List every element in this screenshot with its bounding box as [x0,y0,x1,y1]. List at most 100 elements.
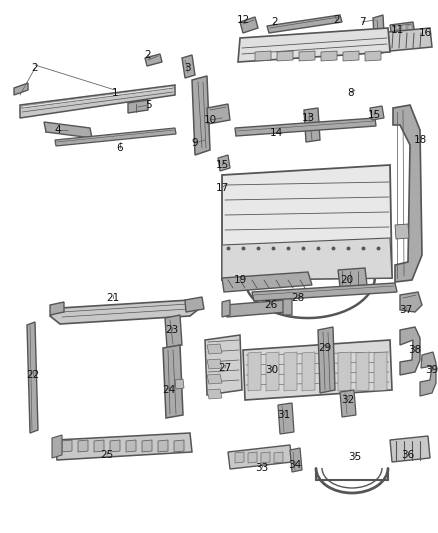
Polygon shape [266,352,279,391]
Polygon shape [420,352,436,396]
Text: 22: 22 [26,370,39,380]
Polygon shape [343,51,359,61]
Text: 2: 2 [334,15,340,25]
Polygon shape [22,86,173,108]
Text: 13: 13 [301,113,314,123]
Polygon shape [55,433,192,460]
Polygon shape [126,440,136,452]
Polygon shape [248,452,257,463]
Text: 23: 23 [166,325,179,335]
Text: 2: 2 [145,50,151,60]
Text: 34: 34 [288,460,302,470]
Polygon shape [400,327,420,375]
Text: 25: 25 [100,450,113,460]
Polygon shape [165,315,182,348]
Polygon shape [402,25,406,35]
Polygon shape [338,268,367,287]
Polygon shape [400,292,422,312]
Text: 4: 4 [55,125,61,135]
Text: 24: 24 [162,385,176,395]
Polygon shape [243,340,392,400]
Polygon shape [240,17,258,33]
Polygon shape [388,28,432,51]
Text: 16: 16 [418,28,431,38]
Polygon shape [182,55,195,78]
Polygon shape [222,272,312,292]
Polygon shape [175,379,184,389]
Polygon shape [261,452,270,463]
Text: 10: 10 [203,115,216,125]
Text: 5: 5 [145,100,151,110]
Text: 26: 26 [265,300,278,310]
Polygon shape [248,352,261,391]
Polygon shape [55,128,176,146]
Polygon shape [238,28,390,62]
Polygon shape [225,300,287,317]
Polygon shape [158,440,168,452]
Text: 35: 35 [348,452,362,462]
Polygon shape [320,352,333,391]
Text: 14: 14 [269,128,283,138]
Polygon shape [228,445,292,469]
Text: 9: 9 [192,138,198,148]
Polygon shape [14,83,28,95]
Text: 27: 27 [219,363,232,373]
Polygon shape [356,352,369,391]
Polygon shape [373,15,385,55]
Polygon shape [205,335,242,395]
Text: 3: 3 [184,63,191,73]
Text: 17: 17 [215,183,229,193]
Text: 18: 18 [413,135,427,145]
Polygon shape [365,51,381,61]
Polygon shape [44,122,92,138]
Polygon shape [284,352,297,391]
Polygon shape [185,297,204,312]
Text: 33: 33 [255,463,268,473]
Text: 29: 29 [318,343,332,353]
Polygon shape [370,106,384,120]
Polygon shape [207,344,222,354]
Text: 38: 38 [408,345,422,355]
Polygon shape [255,51,271,61]
Polygon shape [207,104,230,124]
Polygon shape [94,440,104,452]
Polygon shape [283,296,292,315]
Text: 31: 31 [277,410,291,420]
Polygon shape [110,440,120,452]
Polygon shape [207,374,222,384]
Text: 21: 21 [106,293,120,303]
Text: 15: 15 [215,160,229,170]
Text: 28: 28 [291,293,304,303]
Polygon shape [302,352,315,391]
Polygon shape [235,118,376,136]
Polygon shape [50,302,64,315]
Polygon shape [192,76,210,155]
Polygon shape [267,15,342,33]
Text: 30: 30 [265,365,279,375]
Polygon shape [20,85,175,118]
Polygon shape [374,352,387,391]
Text: 37: 37 [399,305,413,315]
Polygon shape [52,435,62,458]
Text: 6: 6 [117,143,124,153]
Text: 32: 32 [341,395,355,405]
Polygon shape [395,224,409,239]
Polygon shape [290,448,302,472]
Polygon shape [142,440,152,452]
Polygon shape [338,352,351,391]
Polygon shape [50,300,200,324]
Polygon shape [396,25,400,35]
Polygon shape [222,238,392,280]
Text: 12: 12 [237,15,250,25]
Polygon shape [321,51,337,61]
Polygon shape [174,440,184,452]
Text: 1: 1 [112,88,118,98]
Polygon shape [318,327,335,393]
Text: 7: 7 [359,17,365,27]
Polygon shape [27,322,38,433]
Polygon shape [278,403,294,434]
Polygon shape [252,283,397,301]
Polygon shape [235,452,244,463]
Polygon shape [340,390,356,417]
Text: 2: 2 [32,63,38,73]
